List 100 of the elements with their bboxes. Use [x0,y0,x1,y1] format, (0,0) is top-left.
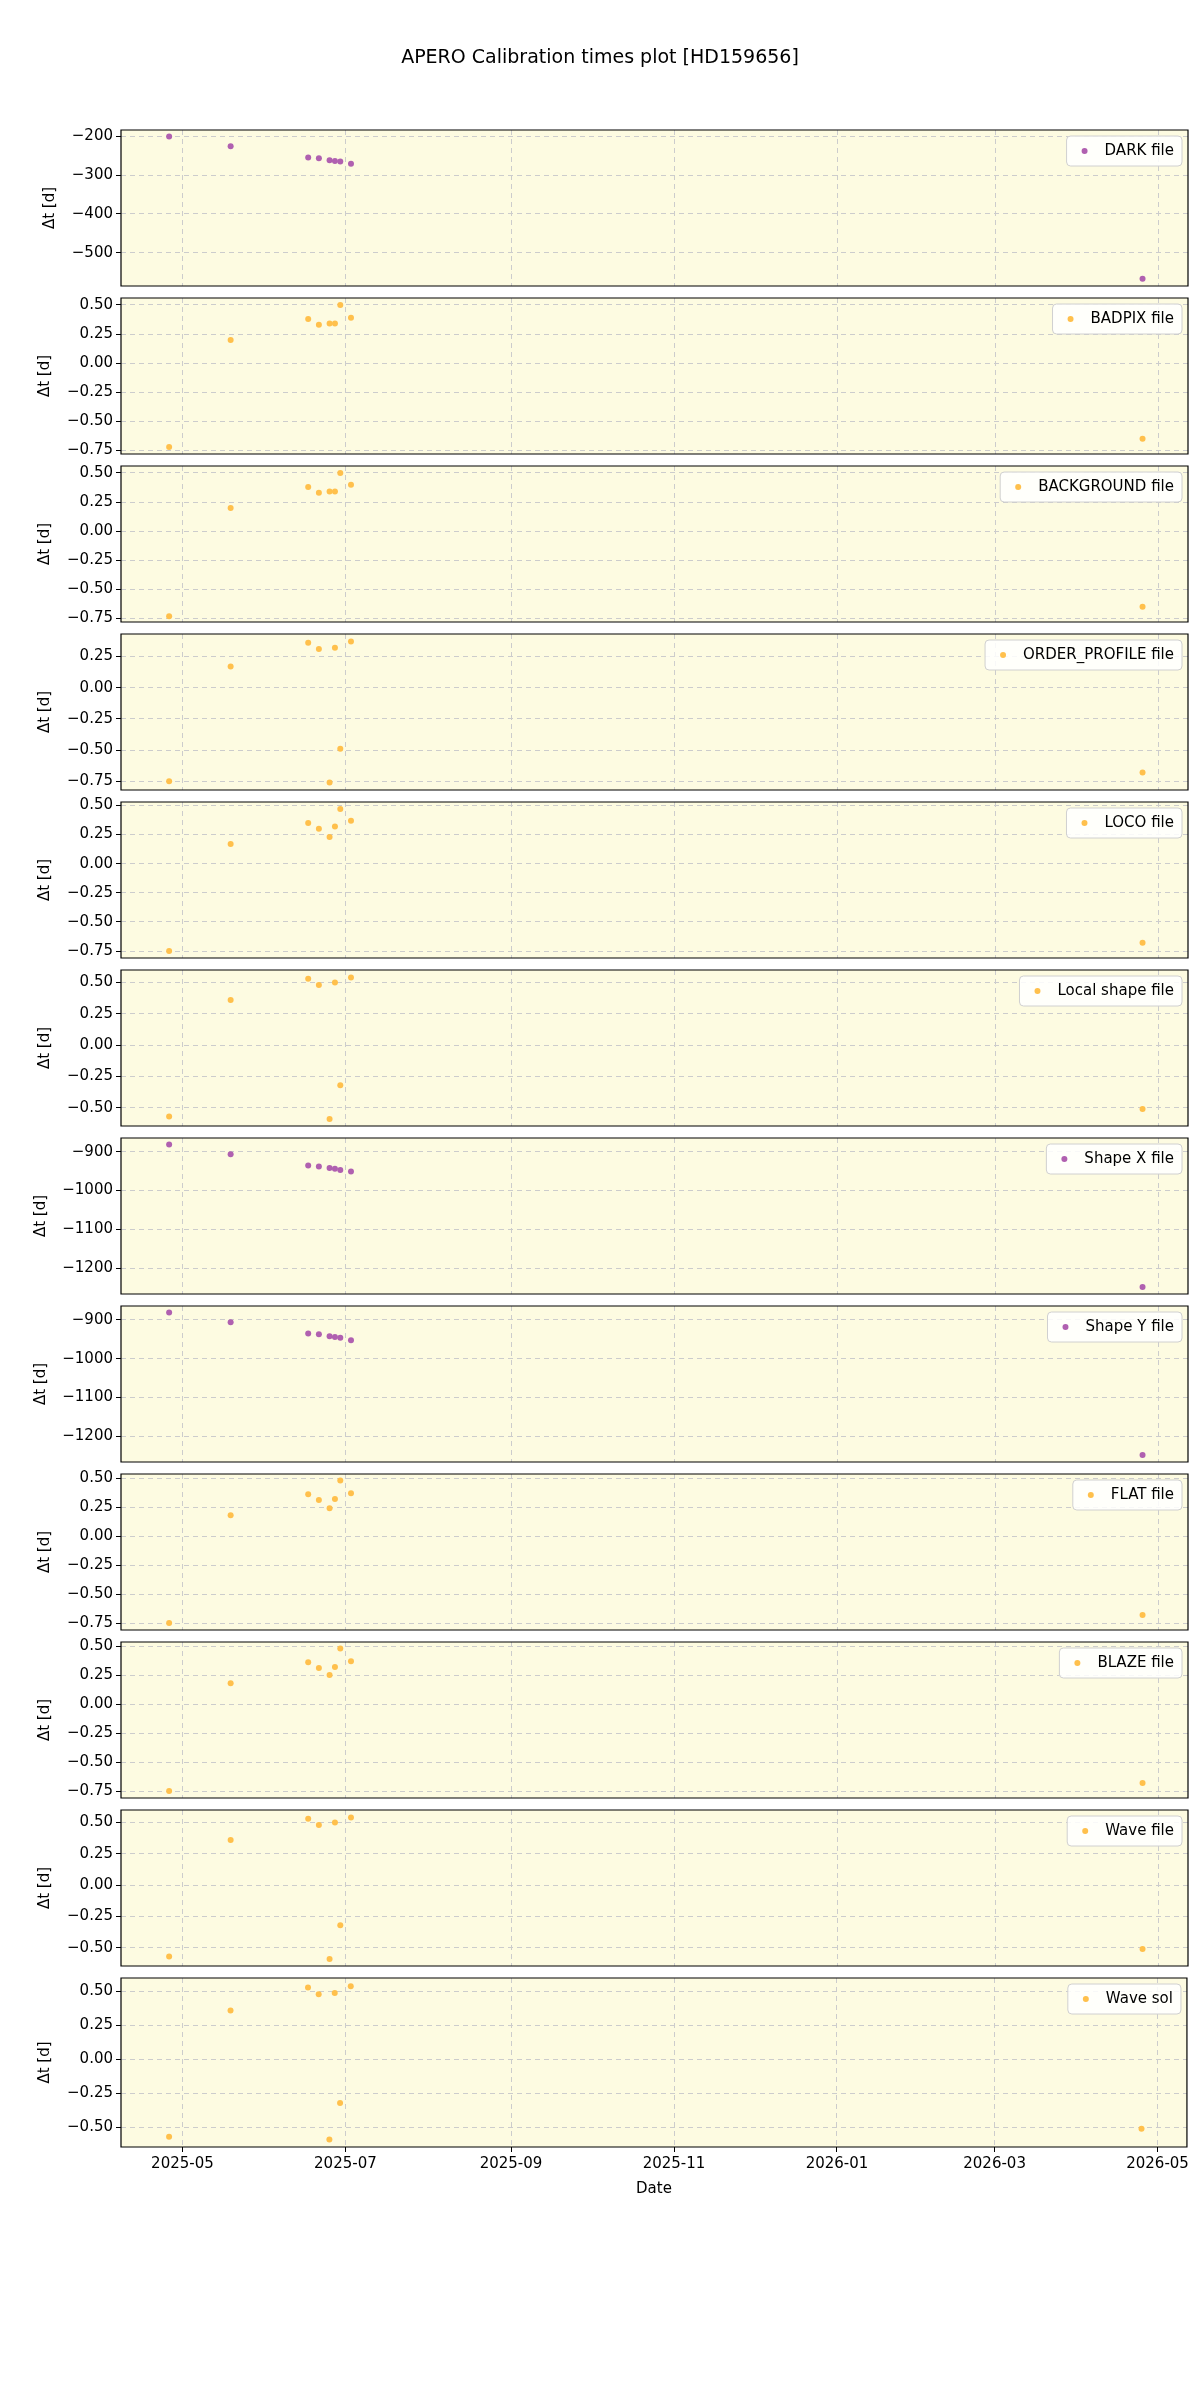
y-tick-label: −500 [71,242,113,261]
y-tick-label: 0.50 [79,1635,113,1654]
point [305,1330,312,1337]
point [315,825,322,832]
point [331,1663,338,1670]
point [305,1815,312,1822]
point [305,819,312,826]
legend-label: Wave sol [1105,1988,1173,2007]
y-tick-label: −0.25 [67,1066,113,1085]
point [315,1497,322,1504]
y-tick-label: −1200 [62,1258,113,1277]
point [1139,939,1146,946]
point [315,321,322,328]
point [227,143,234,150]
point [326,1164,333,1171]
point [331,1819,338,1826]
point [227,997,234,1004]
y-tick-label: 0.50 [79,1812,113,1831]
y-tick-label: −0.75 [67,440,113,459]
point [305,154,312,161]
y-tick-label: −0.25 [67,2083,113,2102]
point [166,948,173,955]
x-tick-label: 2026-01 [805,2153,869,2172]
y-axis-title: Δt [d] [35,1530,54,1574]
y-tick-label: 0.25 [79,646,113,665]
y-tick-label: −0.50 [67,911,113,930]
point [1139,1779,1146,1786]
point [326,1672,333,1679]
y-tick-label: −0.75 [67,771,113,790]
y-tick-label: −0.50 [67,739,113,758]
point [227,1319,234,1326]
point [1139,275,1146,282]
y-tick-label: 0.25 [79,2015,113,2034]
point [326,1505,333,1512]
point [347,974,354,981]
y-tick-label: −0.25 [67,550,113,569]
x-tick-label: 2025-11 [642,2153,706,2172]
y-tick-label: 0.25 [79,1664,113,1683]
y-axis-title: Δt [d] [30,1362,49,1406]
point [331,320,338,327]
point [347,1658,354,1665]
point [305,1491,312,1498]
x-tick-label: 2025-05 [151,2153,214,2172]
y-tick-label: −0.50 [67,411,113,430]
point [166,1113,173,1120]
y-tick-label: −0.75 [67,608,113,627]
y-axis-title: Δt [d] [35,690,54,734]
point [337,301,344,308]
y-tick-label: 0.25 [79,323,113,342]
y-tick-label: 0.50 [79,294,113,313]
point [337,1334,344,1341]
y-tick-label: 0.50 [79,795,113,814]
point [227,663,234,670]
point [331,1989,338,1996]
y-tick-label: −900 [71,1141,113,1160]
y-tick-label: 0.00 [79,1035,113,1054]
point [337,1477,344,1484]
y-tick-label: 0.50 [79,462,113,481]
point [166,133,173,140]
x-axis-title: Date [636,2178,672,2197]
point [315,1991,322,1998]
point [347,1814,354,1821]
point [326,779,333,786]
point [331,823,338,830]
point [347,1983,354,1990]
y-tick-label: 0.00 [79,677,113,696]
y-tick-label: −900 [71,1309,113,1328]
point [166,1953,173,1960]
point [326,1116,333,1123]
y-tick-label: 0.25 [79,1003,113,1022]
y-tick-label: −200 [71,126,113,145]
point [166,2133,173,2140]
chart-title: APERO Calibration times plot [HD159656] [401,45,799,67]
y-tick-label: −1100 [62,1219,113,1238]
y-tick-label: −0.50 [67,1751,113,1770]
y-tick-label: 0.00 [79,2049,113,2068]
y-axis-title: Δt [d] [35,2041,54,2084]
point [326,2136,333,2143]
y-tick-label: −0.25 [67,1906,113,1925]
point [166,778,173,785]
point [315,645,322,652]
y-tick-label: 0.00 [79,521,113,540]
y-axis-title: Δt [d] [30,1194,49,1238]
legend-label: Local shape file [1057,980,1174,999]
y-tick-label: −0.75 [67,1780,113,1799]
point [331,979,338,986]
point [347,1490,354,1497]
point [227,1680,234,1687]
legend-label: Wave file [1105,1820,1174,1839]
x-tick-label: 2026-05 [1126,2153,1189,2172]
y-axis-title: Δt [d] [40,186,59,230]
point [227,336,234,343]
point [1138,2125,1145,2132]
y-tick-label: −400 [71,203,113,222]
point [1139,1452,1146,1459]
legend-label: BLAZE file [1097,1652,1174,1671]
y-axis-title: Δt [d] [35,522,54,566]
point [337,805,344,812]
y-tick-label: −300 [71,164,113,183]
point [331,1495,338,1502]
